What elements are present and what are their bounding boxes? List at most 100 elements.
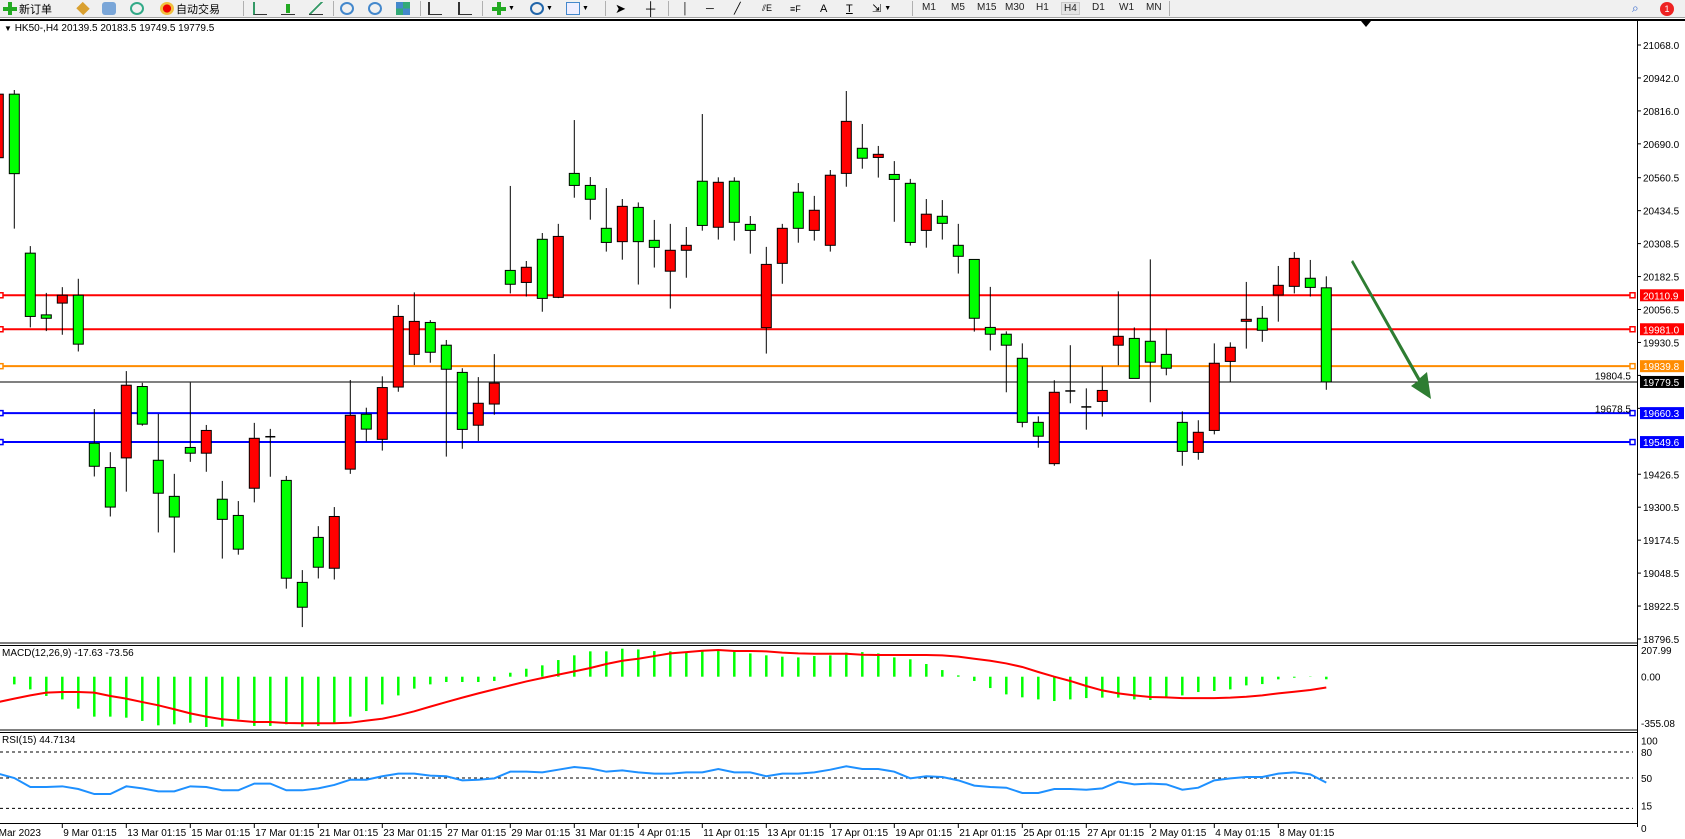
candle[interactable]	[920, 199, 932, 248]
candle[interactable]	[360, 407, 372, 442]
data-window-icon[interactable]	[102, 2, 116, 15]
candle[interactable]	[1272, 265, 1284, 322]
arrows-icon[interactable]: ⇲ ▼	[872, 3, 892, 15]
candle[interactable]	[424, 320, 436, 363]
candlestick-icon[interactable]	[281, 2, 295, 15]
candle[interactable]	[1016, 343, 1028, 428]
candle[interactable]	[1224, 342, 1236, 383]
candle[interactable]	[936, 200, 948, 240]
line-anchor-handle[interactable]	[1629, 438, 1636, 446]
candle[interactable]	[344, 379, 356, 474]
candle[interactable]	[648, 219, 660, 268]
candle[interactable]	[72, 278, 84, 352]
text-icon[interactable]: A	[820, 2, 828, 15]
candle[interactable]	[856, 123, 868, 169]
candle[interactable]	[232, 501, 244, 555]
candle[interactable]	[1304, 259, 1316, 297]
candle[interactable]	[1081, 388, 1092, 430]
timeframe-h1[interactable]: H1	[1036, 2, 1049, 13]
chart-menu-triangle-icon[interactable]: ▼	[4, 24, 12, 33]
candle[interactable]	[1128, 327, 1140, 379]
candle[interactable]	[472, 377, 484, 441]
candle[interactable]	[1065, 345, 1076, 404]
candle[interactable]	[136, 382, 148, 426]
new-order-button[interactable]: 新订单	[3, 1, 52, 16]
candle[interactable]	[1176, 411, 1188, 466]
candle[interactable]	[184, 382, 196, 462]
zoom-out-icon[interactable]	[368, 2, 382, 15]
candle[interactable]	[792, 183, 804, 243]
chart-shift-marker[interactable]	[1361, 21, 1371, 27]
candle[interactable]	[456, 368, 468, 449]
vertical-line-icon[interactable]: │	[682, 2, 689, 15]
candle[interactable]	[1048, 380, 1060, 466]
candle[interactable]	[744, 216, 756, 254]
candle[interactable]	[584, 177, 596, 220]
search-icon[interactable]: ⌕	[1632, 1, 1639, 15]
indicators-icon[interactable]	[492, 2, 506, 15]
trendline-icon[interactable]: ╱	[734, 3, 741, 15]
candle[interactable]	[1320, 276, 1332, 390]
candle[interactable]	[408, 292, 420, 366]
timeframe-h4[interactable]: H4	[1061, 2, 1080, 15]
chevron-down-icon[interactable]: ▼	[884, 5, 892, 12]
candle[interactable]	[520, 260, 532, 297]
candle[interactable]	[872, 145, 884, 178]
candle[interactable]	[824, 169, 836, 252]
candle[interactable]	[808, 195, 820, 241]
candle[interactable]	[552, 223, 564, 299]
candle[interactable]	[760, 246, 772, 354]
candle[interactable]	[280, 475, 292, 589]
candle[interactable]	[840, 91, 852, 187]
line-anchor-handle[interactable]	[0, 362, 4, 370]
candle[interactable]	[568, 120, 580, 198]
candle[interactable]	[968, 258, 980, 332]
candle[interactable]	[265, 428, 276, 477]
chevron-down-icon[interactable]: ▼	[582, 5, 589, 12]
candle[interactable]	[40, 292, 52, 332]
tile-windows-icon[interactable]	[396, 2, 410, 15]
candle[interactable]	[152, 413, 164, 533]
candle[interactable]	[1144, 259, 1156, 403]
text-label-icon[interactable]: T	[846, 2, 853, 15]
line-anchor-handle[interactable]	[1629, 409, 1636, 417]
candle[interactable]	[1000, 331, 1012, 393]
bar-chart-icon[interactable]	[253, 2, 267, 15]
candle[interactable]	[776, 223, 788, 284]
candle[interactable]	[712, 177, 724, 240]
candle[interactable]	[328, 507, 340, 580]
fibonacci-icon[interactable]: ⫽E	[762, 3, 773, 13]
candle[interactable]	[440, 339, 452, 457]
line-anchor-handle[interactable]	[0, 438, 4, 446]
candle[interactable]	[984, 286, 996, 351]
auto-trading-button[interactable]: 自动交易	[160, 1, 220, 16]
candle[interactable]	[1096, 366, 1108, 417]
candle[interactable]	[616, 199, 628, 260]
candle[interactable]	[0, 92, 4, 163]
candle[interactable]	[696, 114, 708, 231]
crosshair-icon[interactable]: ┼	[646, 1, 656, 16]
horizontal-line-icon[interactable]: ─	[706, 2, 714, 15]
candle[interactable]	[728, 177, 740, 241]
timeframe-mn[interactable]: MN	[1146, 2, 1162, 13]
periods-icon[interactable]	[530, 2, 544, 15]
candle[interactable]	[24, 246, 36, 328]
line-anchor-handle[interactable]	[1629, 326, 1636, 333]
candle[interactable]	[56, 287, 68, 335]
trend-arrow-drawing[interactable]	[1351, 260, 1431, 399]
candle[interactable]	[1112, 291, 1124, 366]
candle[interactable]	[216, 480, 228, 559]
templates-icon[interactable]	[566, 2, 580, 15]
timeframe-d1[interactable]: D1	[1092, 2, 1105, 13]
candle[interactable]	[1288, 252, 1300, 294]
line-anchor-handle[interactable]	[0, 326, 4, 333]
candle[interactable]	[1032, 416, 1044, 448]
signals-icon[interactable]	[130, 2, 144, 15]
candle[interactable]	[536, 233, 548, 312]
candle[interactable]	[1240, 281, 1252, 349]
cursor-icon[interactable]: ➤	[615, 0, 626, 16]
candle[interactable]	[504, 185, 516, 294]
line-chart-icon[interactable]	[309, 2, 323, 15]
line-anchor-handle[interactable]	[1629, 292, 1636, 299]
